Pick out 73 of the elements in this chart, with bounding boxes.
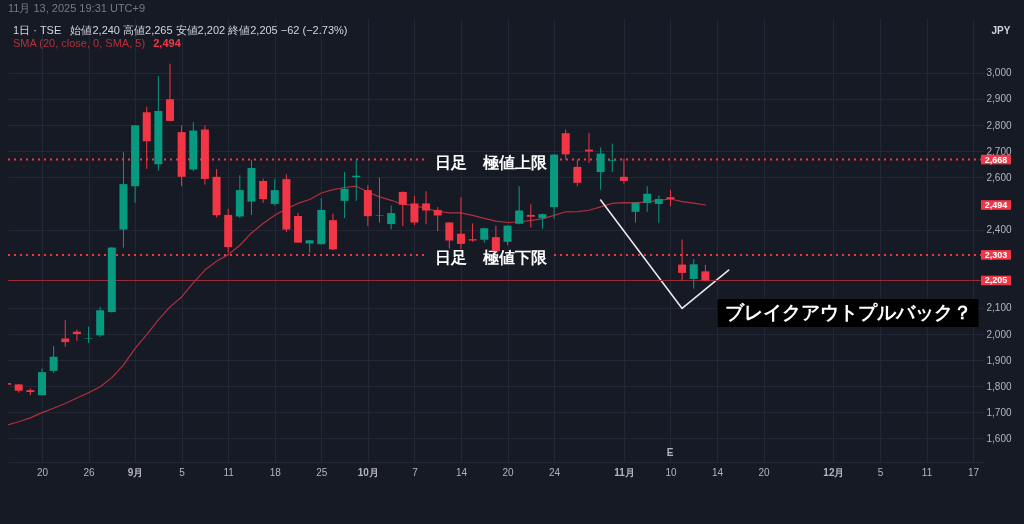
x-tick-label: 20 bbox=[36, 466, 49, 478]
annotation: 2,205 bbox=[984, 275, 1008, 286]
x-tick-label: 11月 bbox=[614, 466, 635, 478]
x-tick-label: 26 bbox=[83, 466, 96, 478]
candlestick bbox=[49, 345, 58, 374]
annotation: 2,494 bbox=[153, 37, 182, 49]
candlestick bbox=[468, 223, 477, 243]
candlestick bbox=[410, 195, 419, 226]
x-tick-label: 11 bbox=[223, 466, 235, 478]
candlestick bbox=[445, 221, 454, 250]
candlestick bbox=[503, 224, 512, 246]
x-tick-label: 24 bbox=[549, 466, 561, 478]
x-tick-label: 9月 bbox=[127, 466, 144, 478]
candlestick bbox=[433, 206, 442, 232]
annotation: 2,303 bbox=[984, 249, 1008, 260]
candlestick bbox=[596, 147, 605, 191]
annotation: 2,668 bbox=[984, 154, 1008, 165]
text: 始値2,240 高値2,265 安値2,202 終値2,205 −62 (−2.73%) bbox=[70, 24, 348, 36]
annotation: 2,494 bbox=[984, 200, 1008, 210]
x-tick-label: 10 bbox=[665, 466, 677, 478]
text: 1日 · TSE bbox=[13, 24, 62, 36]
x-tick-label: 5 bbox=[877, 466, 884, 478]
x-tick-label: 11 bbox=[921, 466, 933, 478]
y-tick-label: 2,400 bbox=[986, 224, 1012, 236]
candlestick bbox=[270, 178, 279, 207]
x-tick-label: 12月 bbox=[823, 466, 845, 478]
candlestick bbox=[398, 190, 407, 227]
annotation: ブレイクアウトプルバック？ bbox=[724, 301, 972, 323]
annotation: E bbox=[666, 447, 674, 458]
x-tick-label: 14 bbox=[711, 466, 724, 478]
candlestick bbox=[515, 185, 524, 225]
y-tick-label: 2,000 bbox=[986, 328, 1012, 340]
x-tick-label: 25 bbox=[316, 466, 328, 478]
candlestick bbox=[456, 196, 465, 250]
x-tick-label: 14 bbox=[455, 466, 468, 478]
line-series bbox=[8, 185, 706, 426]
x-tick-label: 20 bbox=[502, 466, 515, 478]
candlestick bbox=[608, 143, 617, 173]
candlestick bbox=[340, 171, 349, 219]
candlestick bbox=[387, 205, 396, 230]
candlestick bbox=[654, 195, 663, 224]
candlestick bbox=[422, 190, 431, 225]
x-tick-label: 20 bbox=[758, 466, 771, 478]
y-tick-label: 2,700 bbox=[986, 145, 1012, 157]
x-tick-label: 18 bbox=[269, 466, 282, 478]
text: 11月 13, 2025 19:31 UTC+9 bbox=[8, 2, 146, 14]
y-tick-label: 1,700 bbox=[986, 406, 1012, 418]
x-tick-label: 7 bbox=[412, 466, 419, 478]
y-tick-label: 2,800 bbox=[986, 119, 1012, 131]
x-tick-label: 5 bbox=[179, 466, 186, 478]
ref-line-label: 日足 極値上限 bbox=[435, 152, 548, 172]
candlestick bbox=[259, 178, 268, 204]
candlestick bbox=[166, 63, 175, 122]
candlestick bbox=[37, 368, 46, 397]
y-tick-label: 1,600 bbox=[986, 432, 1012, 444]
y-tick-label: 2,600 bbox=[986, 171, 1012, 183]
y-tick-label: 1,900 bbox=[986, 354, 1012, 366]
x-tick-label: 17 bbox=[968, 466, 980, 478]
candlestick bbox=[526, 203, 535, 228]
text: SMA (20, close, 0, SMA, 5) bbox=[13, 37, 146, 49]
y-axis-title: JPY bbox=[991, 25, 1011, 36]
x-tick-label: 10月 bbox=[357, 466, 379, 478]
candlestick bbox=[61, 319, 70, 348]
y-tick-label: 2,900 bbox=[986, 93, 1012, 105]
candlestick bbox=[375, 177, 384, 223]
candlestick bbox=[84, 326, 93, 344]
ref-line-label: 日足 極値下限 bbox=[435, 247, 548, 267]
candlestick bbox=[689, 258, 698, 290]
y-tick-label: 1,800 bbox=[986, 380, 1012, 392]
candlestick bbox=[631, 201, 640, 224]
candlestick bbox=[643, 185, 652, 213]
y-tick-label: 2,100 bbox=[986, 302, 1012, 314]
y-tick-label: 3,000 bbox=[986, 67, 1012, 79]
